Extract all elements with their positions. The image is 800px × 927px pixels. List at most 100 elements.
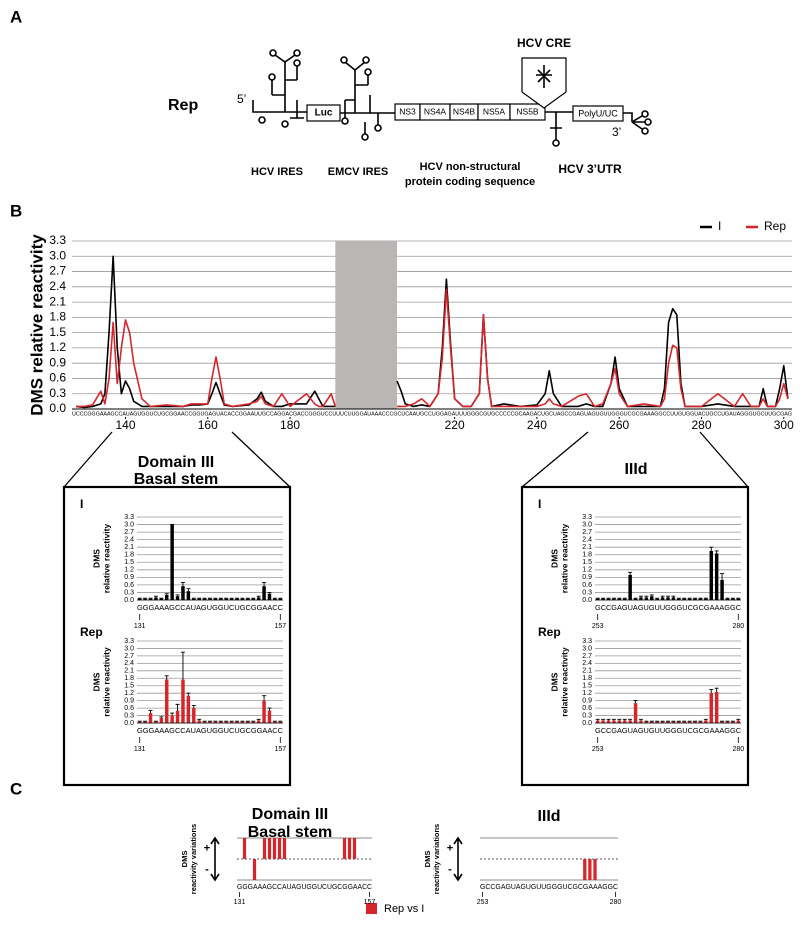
y-tick-label: 0.3 (582, 589, 592, 596)
bar (246, 598, 250, 600)
y-tick-label: 3.0 (124, 645, 134, 652)
error-bar (186, 692, 191, 696)
loop (293, 49, 301, 57)
x-tick-label: 280 (610, 899, 622, 906)
bar (606, 598, 611, 600)
legend-label: Rep (764, 219, 786, 233)
x-tick-label: 131 (134, 746, 146, 753)
bar (154, 721, 158, 723)
bar (725, 721, 730, 723)
legend-label: Rep vs I (384, 903, 424, 915)
error-bar (595, 718, 600, 721)
sign-label: - (205, 863, 209, 875)
bar (682, 721, 686, 723)
y-tick-label: 3.0 (124, 521, 134, 528)
bar (159, 718, 164, 723)
error-bar (595, 597, 600, 599)
sign-label: + (204, 842, 210, 854)
bar (154, 597, 158, 600)
bar (143, 598, 147, 600)
region-label: protein coding sequence (405, 176, 535, 188)
bar (246, 721, 250, 723)
bar (347, 838, 352, 859)
error-bar (736, 597, 741, 599)
y-tick-label: 2.7 (582, 529, 592, 536)
bar (197, 720, 201, 723)
y-tick-label: 2.4 (582, 660, 592, 667)
error-bar (606, 718, 611, 721)
loop (374, 124, 382, 132)
bar (262, 586, 266, 600)
bar (192, 598, 196, 600)
y-tick-label: 3.3 (49, 233, 66, 247)
bar (213, 721, 218, 723)
error-bar (714, 687, 719, 692)
bar (181, 586, 185, 600)
y-tick-label: 1.5 (124, 683, 134, 690)
error-bar (164, 675, 169, 680)
error-bar (224, 597, 229, 599)
x-tick-label: 157 (274, 623, 286, 630)
bar (698, 598, 703, 600)
bar (219, 598, 223, 600)
x-tick-label: 280 (732, 623, 744, 630)
error-bar (606, 597, 611, 599)
panel-label: B (10, 201, 22, 220)
error-bar (256, 718, 261, 721)
y-tick-label: 0.6 (124, 582, 134, 589)
y-tick-label: 2.4 (582, 536, 592, 543)
chart-title: Basal stem (248, 824, 333, 841)
rna-line (252, 100, 307, 113)
x-tick-label: 180 (280, 418, 300, 432)
error-bar (628, 718, 633, 721)
error-bar (666, 595, 670, 598)
sequence: GGGAAAGCCAUAGUGGUCUGCGGAACC (137, 728, 283, 735)
bar (273, 598, 277, 600)
bar (272, 838, 277, 859)
inset-title: I (80, 497, 83, 511)
arrow (210, 836, 220, 882)
bar (633, 703, 638, 723)
y-tick-label: 1.2 (582, 567, 592, 574)
bar (687, 721, 692, 723)
loop (641, 127, 649, 135)
x-tick-label: 131 (134, 623, 146, 630)
x-tick-label: 140 (115, 418, 135, 432)
bar (208, 721, 212, 723)
error-bar (278, 597, 283, 599)
bar (229, 721, 234, 723)
error-bar (703, 597, 708, 599)
bar (186, 695, 191, 723)
arrow (453, 836, 463, 882)
y-tick-label: 0.0 (124, 720, 134, 727)
y-tick-label: 1.8 (582, 675, 592, 682)
bar (277, 838, 282, 859)
bar (704, 598, 708, 600)
error-bar (698, 597, 703, 599)
y-tick-label: 0.9 (49, 355, 66, 369)
y-tick-label: 0.0 (582, 597, 592, 604)
y-tick-label: 3.0 (582, 521, 592, 528)
loop (641, 110, 649, 118)
bar (623, 598, 627, 600)
bar (175, 596, 180, 600)
connector (699, 431, 749, 488)
error-bar (208, 597, 212, 599)
error-bar (720, 573, 725, 580)
error-bar (218, 597, 223, 599)
x-tick-label: 160 (198, 418, 218, 432)
bar (273, 721, 277, 723)
y-tick-label: 2.4 (124, 660, 134, 667)
y-axis-title: DMS (91, 672, 101, 691)
bar (202, 721, 207, 723)
y-tick-label: 3.3 (582, 638, 592, 645)
bar (583, 859, 587, 880)
bar (714, 553, 719, 600)
connector (63, 431, 113, 488)
bar (736, 720, 741, 723)
bar (235, 721, 239, 723)
error-bar (633, 700, 638, 704)
y-axis-title: relative reactivity (101, 647, 111, 717)
error-bar (262, 695, 267, 701)
